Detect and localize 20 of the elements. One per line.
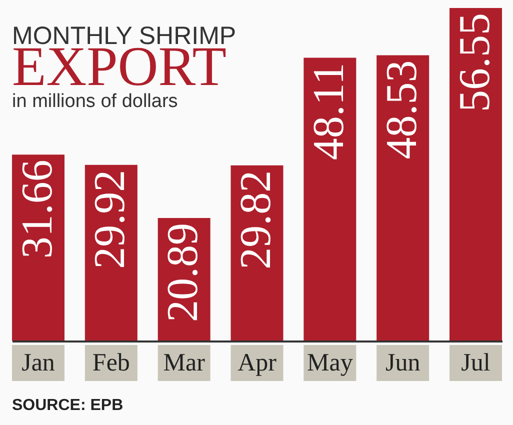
x-tick-label: Jan	[22, 350, 56, 376]
data-label: 31.66	[12, 160, 62, 259]
bar	[304, 58, 356, 341]
bar	[450, 8, 502, 341]
x-tick-label: Jul	[461, 350, 490, 376]
data-label: 56.55	[450, 13, 499, 112]
x-tick-label: Apr	[238, 350, 278, 376]
data-label: 48.53	[376, 60, 426, 160]
bar	[12, 154, 64, 341]
data-label: 20.89	[158, 222, 208, 322]
x-tick-label: Jun	[385, 350, 421, 376]
x-tick-label: Mar	[163, 350, 206, 376]
x-tick-label: Feb	[92, 350, 130, 376]
source-note: SOURCE: EPB	[12, 397, 124, 414]
data-label: 48.11	[304, 62, 353, 160]
bar	[376, 55, 430, 341]
bar	[84, 164, 138, 341]
data-label: 29.82	[231, 170, 280, 270]
data-label: 29.92	[85, 170, 134, 269]
x-tick-label: May	[307, 350, 354, 376]
